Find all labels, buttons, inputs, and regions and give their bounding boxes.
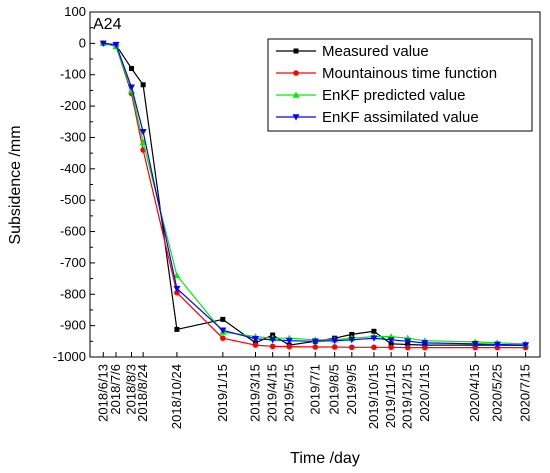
data-point xyxy=(422,344,428,351)
x-tick-label: 2020/5/25 xyxy=(489,364,504,422)
y-tick-label: -600 xyxy=(60,224,86,239)
data-point xyxy=(269,343,276,350)
legend: Measured value Mountainous time function E… xyxy=(267,38,533,132)
data-point xyxy=(388,341,394,347)
y-axis: 100 0 -100 -200 -300 -400 -500 -600 -700 -800 -900… xyxy=(53,4,95,364)
data-point xyxy=(139,138,147,145)
data-point xyxy=(140,82,146,88)
legend-label: EnKF assimilated value xyxy=(322,109,479,126)
x-tick-label: 2019/1/15 xyxy=(215,364,230,422)
data-point xyxy=(252,342,259,348)
x-tick-label: 2019/5/15 xyxy=(281,364,296,422)
data-point xyxy=(173,285,181,293)
y-tick-label: -300 xyxy=(60,129,86,144)
data-point xyxy=(269,336,277,344)
data-point xyxy=(404,344,411,351)
legend-label: Measured value xyxy=(322,43,429,60)
y-tick-label: 100 xyxy=(64,4,86,19)
data-point xyxy=(251,336,259,343)
data-point xyxy=(219,327,227,334)
data-point xyxy=(522,342,530,349)
y-tick-label: -400 xyxy=(60,161,86,176)
y-tick-label: -900 xyxy=(60,318,86,333)
data-point xyxy=(421,340,429,347)
x-tick-label: 2020/4/15 xyxy=(467,364,482,422)
data-point xyxy=(371,328,377,334)
x-tick-label: 2018/10/24 xyxy=(169,364,184,429)
data-point xyxy=(472,344,479,351)
x-tick-label: 2019/10/15 xyxy=(366,364,381,429)
data-point xyxy=(312,344,319,350)
y-tick-label: 0 xyxy=(79,35,86,50)
legend-marker xyxy=(293,48,299,54)
data-point xyxy=(139,129,147,136)
legend-marker xyxy=(292,91,300,98)
x-tick-label: 2019/4/15 xyxy=(265,364,280,422)
data-point xyxy=(349,344,355,351)
x-tick-label: 2019/11/15 xyxy=(383,364,398,428)
x-tick-label: 2018/8/3 xyxy=(124,364,139,415)
data-point xyxy=(348,336,356,344)
x-tick-label: 2019/7/1 xyxy=(307,364,322,415)
panel-label: A24 xyxy=(93,16,122,33)
data-point xyxy=(128,84,136,91)
data-point xyxy=(173,271,181,279)
legend-label: EnKF predicted value xyxy=(322,87,465,104)
x-tick-label: 2020/7/15 xyxy=(518,364,533,422)
x-tick-label: 2019/8/5 xyxy=(327,364,342,415)
data-point xyxy=(311,338,319,345)
x-tick-label: 2019/3/15 xyxy=(247,364,262,422)
data-point xyxy=(174,326,180,332)
series-layer xyxy=(99,39,530,351)
data-point xyxy=(331,344,338,350)
legend-marker xyxy=(292,114,300,121)
legend-label: Mountainous time function xyxy=(322,65,497,82)
y-tick-label: -200 xyxy=(60,98,86,113)
data-point xyxy=(387,336,395,344)
x-tick-label: 2019/12/15 xyxy=(400,364,415,429)
data-point xyxy=(370,335,378,342)
data-point xyxy=(129,65,135,71)
data-point xyxy=(493,341,501,348)
y-tick-label: -500 xyxy=(60,192,86,207)
y-tick-label: -100 xyxy=(60,67,86,82)
data-point xyxy=(471,341,479,348)
data-point xyxy=(220,316,226,322)
data-point xyxy=(174,289,180,296)
data-point xyxy=(220,335,226,341)
data-point xyxy=(112,41,120,49)
data-point xyxy=(286,343,293,350)
data-point xyxy=(285,337,293,345)
x-axis-title: Time /day xyxy=(290,450,360,467)
legend-box xyxy=(267,38,533,132)
data-point xyxy=(349,331,355,337)
x-tick-label: 2018/7/6 xyxy=(108,364,123,415)
data-point xyxy=(371,344,377,351)
x-tick-label: 2018/6/13 xyxy=(95,364,110,422)
x-tick-label: 2019/9/5 xyxy=(344,364,359,415)
y-tick-label: -800 xyxy=(60,286,86,301)
data-point xyxy=(388,344,394,351)
y-axis-title: Subsidence /mm xyxy=(7,125,24,244)
data-point xyxy=(99,40,107,47)
x-tick-label: 2018/8/24 xyxy=(135,364,150,422)
y-tick-label: -1000 xyxy=(53,349,86,364)
y-tick-label: -700 xyxy=(60,255,86,270)
data-point xyxy=(331,337,339,345)
series-3 xyxy=(99,40,530,349)
x-tick-label: 2020/1/15 xyxy=(417,364,432,422)
data-point xyxy=(404,338,412,345)
legend-marker xyxy=(293,70,299,76)
